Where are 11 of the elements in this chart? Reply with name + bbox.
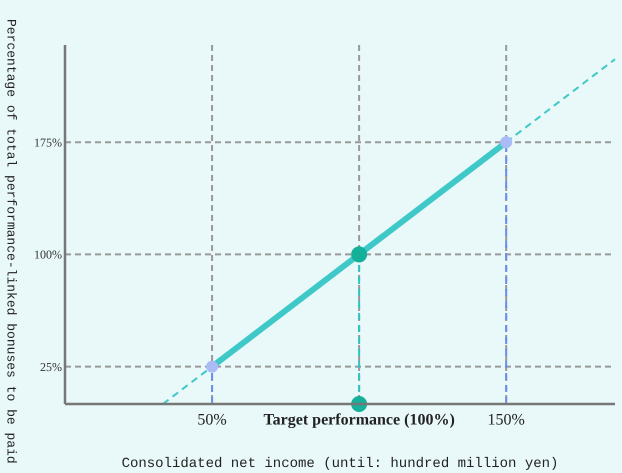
point — [351, 246, 368, 262]
y-axis-title: Percentage of total performance-linked bonuses to be paid — [3, 19, 18, 464]
x-tick-label: Target performance (100%) — [263, 412, 455, 429]
y-tick-label: 100% — [34, 248, 62, 262]
y-tick-label: 25% — [40, 360, 62, 374]
point — [500, 136, 512, 148]
point — [206, 360, 218, 373]
y-tick-label: 175% — [34, 135, 62, 150]
x-tick-label: 150% — [488, 412, 525, 429]
x-tick-label: 50% — [197, 412, 227, 429]
x-axis-title: Consolidated net income (until: hundred million yen) — [122, 456, 558, 472]
